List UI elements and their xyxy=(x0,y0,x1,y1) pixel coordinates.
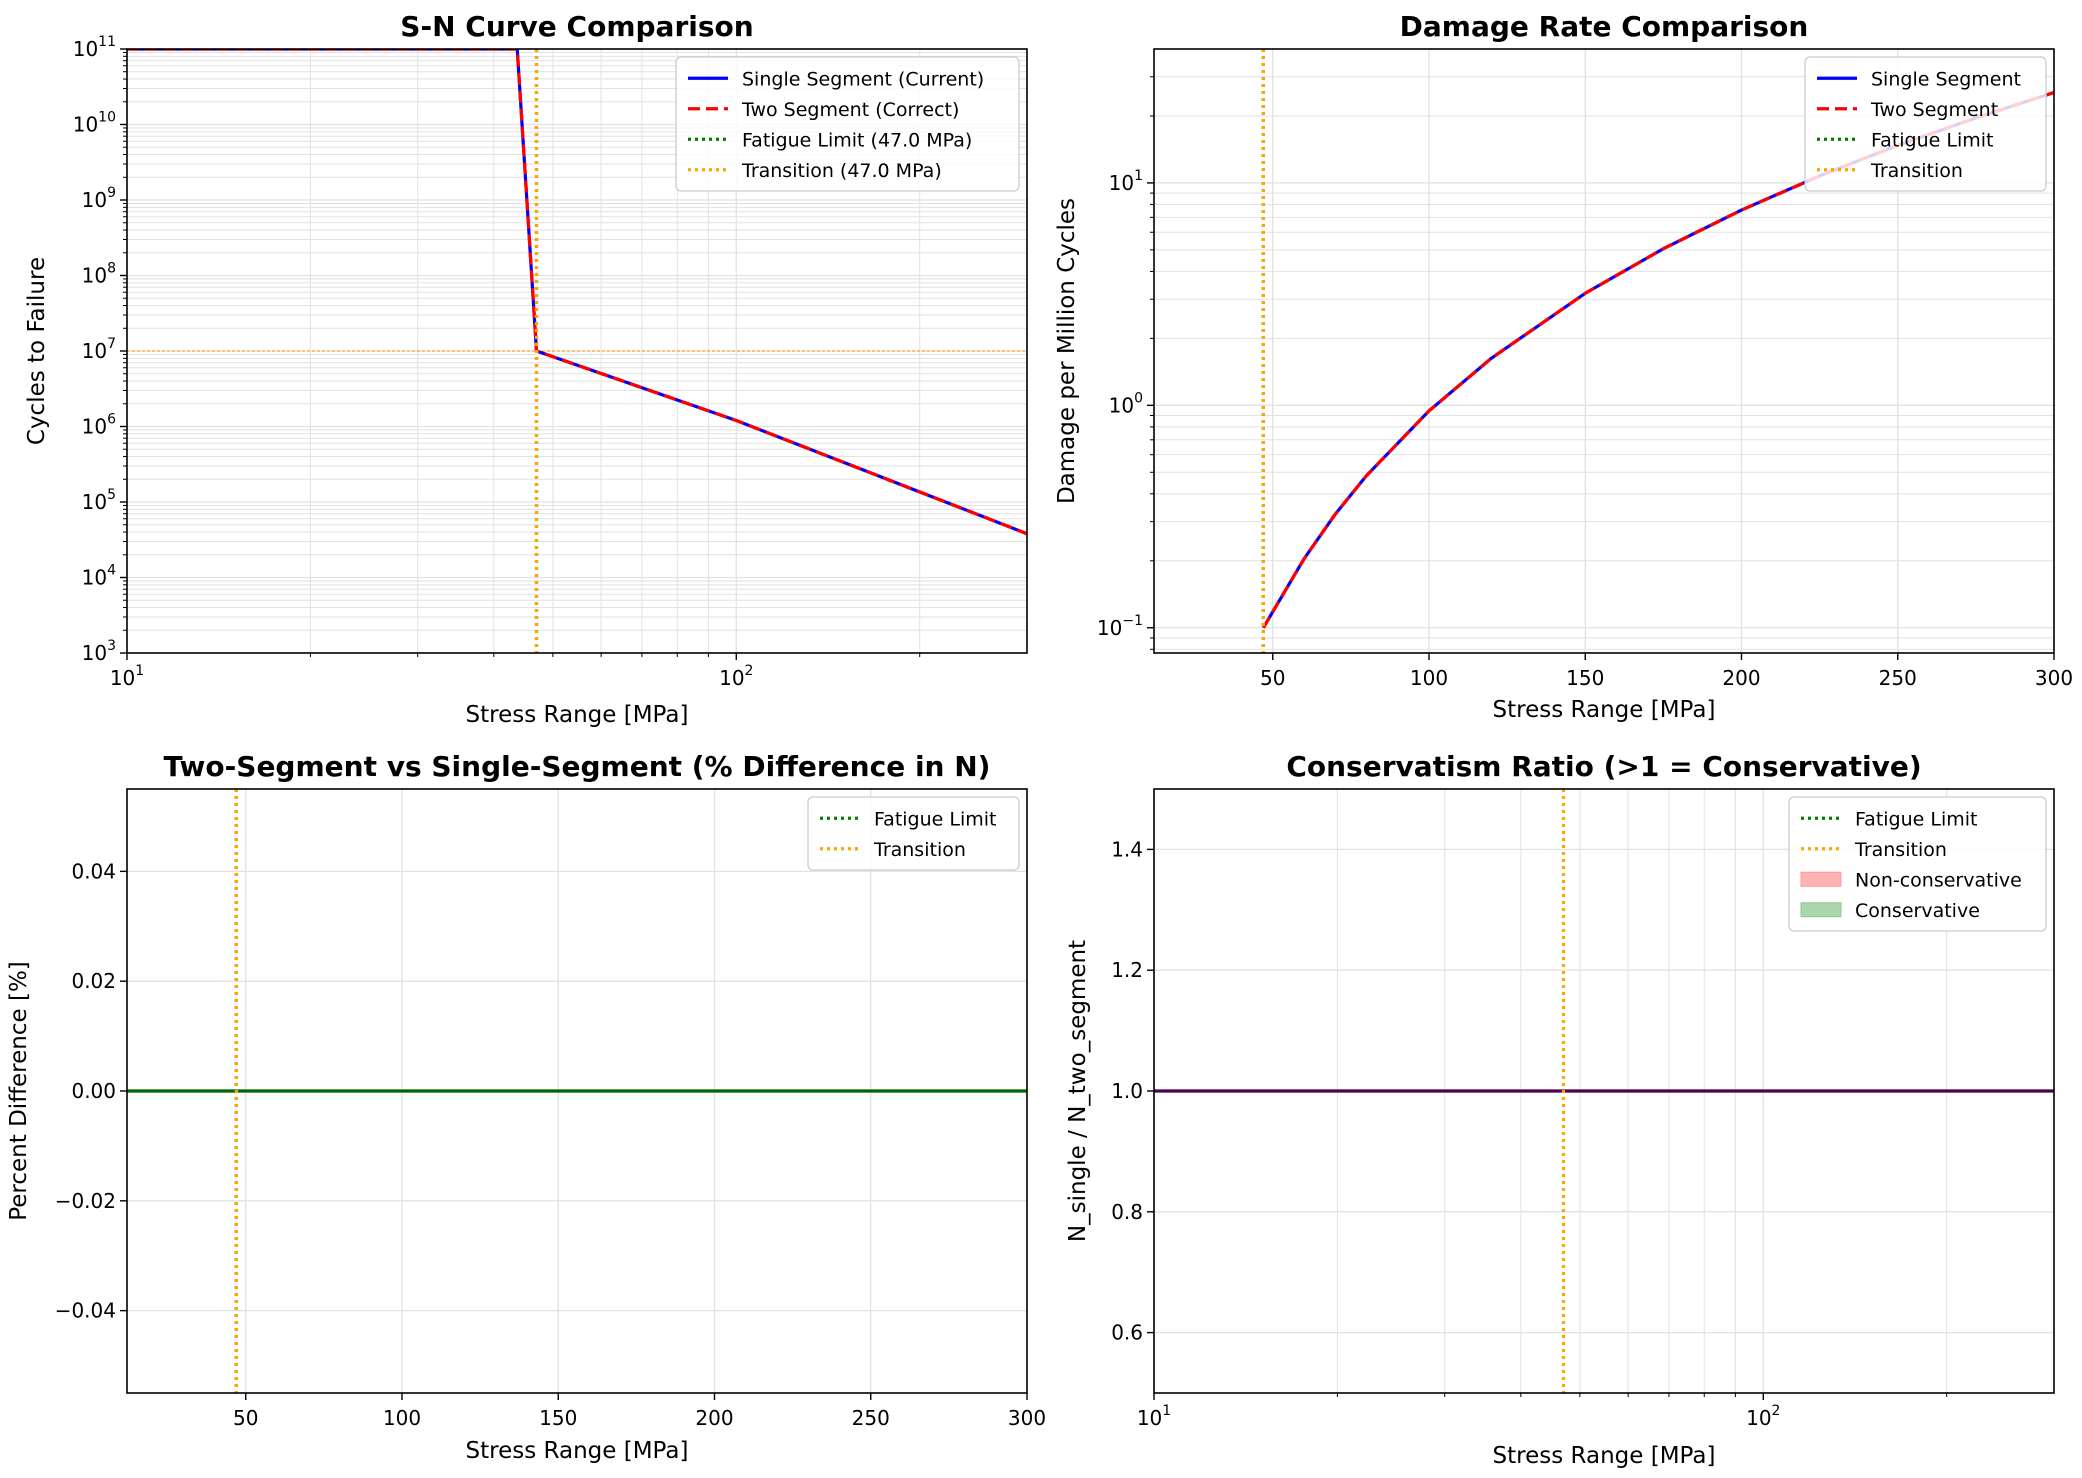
x-tick-label: 100 xyxy=(1410,666,1448,690)
x-tick-label: 50 xyxy=(233,1406,258,1430)
y-tick-label: 100 xyxy=(1109,390,1143,417)
legend-label: Two Segment (Correct) xyxy=(741,99,959,121)
legend-item: Transition xyxy=(1817,160,1963,182)
y-axis-label: Percent Difference [%] xyxy=(6,961,32,1221)
legend-label: Two Segment xyxy=(1870,99,1998,121)
chart-title: Damage Rate Comparison xyxy=(1400,10,1809,43)
chart-panel-1: 101 102 103 104 105 106 107 108 109 1010 1011 S-N C… xyxy=(24,10,1028,728)
x-tick-label: 102 xyxy=(1746,1403,1780,1430)
y-tick-label: 0.00 xyxy=(71,1079,116,1103)
legend-item: Fatigue Limit (47.0 MPa) xyxy=(688,129,972,151)
y-axis-label: Damage per Million Cycles xyxy=(1054,198,1080,504)
grid xyxy=(127,49,1027,653)
legend-label: Transition xyxy=(1870,160,1963,182)
legend-label: Conservative xyxy=(1855,900,1980,922)
legend-item: Transition (47.0 MPa) xyxy=(688,160,942,182)
legend-item: Fatigue Limit xyxy=(1801,808,1978,830)
y-tick-label: 0.04 xyxy=(71,859,116,883)
y-tick-label: 1.0 xyxy=(1111,1079,1143,1103)
y-tick-label: 108 xyxy=(82,261,116,288)
y-tick-label: 1010 xyxy=(73,110,116,137)
legend-item: Transition xyxy=(1801,839,1947,861)
x-tick-label: 101 xyxy=(1137,1403,1171,1430)
x-tick-label: 150 xyxy=(539,1406,577,1430)
y-tick-label: −0.04 xyxy=(55,1299,116,1323)
legend-label: Transition (47.0 MPa) xyxy=(741,160,942,182)
chart-panel-2: 50 100 150 200 250 300 10−1 100 101 Damage Rate C… xyxy=(1054,10,2073,723)
y-axis-label: N_single / N_two_segment xyxy=(1065,940,1091,1242)
x-tick-label: 250 xyxy=(1879,666,1917,690)
chart-panel-3: 50 100 150 200 250 300 −0.04 −0.02 0.00 0.02 0.04 T… xyxy=(6,750,1046,1464)
x-tick-label: 300 xyxy=(2035,666,2073,690)
x-axis-label: Stress Range [MPa] xyxy=(466,1438,689,1464)
y-tick-label: 1.2 xyxy=(1111,958,1143,982)
legend-item: Two Segment xyxy=(1817,99,1998,121)
y-tick-label: 104 xyxy=(82,563,116,590)
x-axis-label: Stress Range [MPa] xyxy=(1493,1443,1716,1469)
legend-label: Fatigue Limit xyxy=(1871,129,1994,151)
x-tick-label: 50 xyxy=(1260,666,1285,690)
legend-label: Single Segment xyxy=(1871,68,2021,90)
legend: Fatigue Limit Transition xyxy=(807,796,1020,871)
x-tick-label: 250 xyxy=(852,1406,890,1430)
chart-title: Conservatism Ratio (>1 = Conservative) xyxy=(1286,750,1921,783)
y-tick-label: 106 xyxy=(82,412,116,439)
axes-frame xyxy=(1153,48,2055,654)
legend-swatch xyxy=(1800,902,1842,918)
legend-item: Non-conservative xyxy=(1800,869,2022,891)
legend-label: Transition xyxy=(1854,839,1947,861)
legend: Single Segment (Current) Two Segment (Cor… xyxy=(675,56,1020,192)
legend-item: Conservative xyxy=(1800,900,1980,922)
chart-title: S-N Curve Comparison xyxy=(400,10,753,43)
legend-item: Single Segment xyxy=(1817,68,2021,90)
x-tick-label: 100 xyxy=(383,1406,421,1430)
legend: Single Segment Two Segment Fatigue Limit Tr… xyxy=(1804,56,2047,192)
x-axis-label: Stress Range [MPa] xyxy=(466,702,689,728)
legend-swatch xyxy=(1800,871,1842,887)
y-tick-label: 105 xyxy=(82,487,116,514)
y-tick-label: 109 xyxy=(82,185,116,212)
legend-label: Transition xyxy=(873,839,966,861)
y-tick-label: 107 xyxy=(82,336,116,363)
x-axis-label: Stress Range [MPa] xyxy=(1493,697,1716,723)
y-axis-label: Cycles to Failure xyxy=(24,257,50,445)
legend-item: Two Segment (Correct) xyxy=(688,99,959,121)
legend-item: Fatigue Limit xyxy=(1817,129,1994,151)
y-tick-label: 1011 xyxy=(73,34,116,61)
x-tick-label: 300 xyxy=(1008,1406,1046,1430)
chart-panel-4: 101 102 0.6 0.8 1.0 1.2 1.4 Conservatism Ratio … xyxy=(1065,750,2055,1469)
x-tick-label: 200 xyxy=(1722,666,1760,690)
y-tick-label: 0.8 xyxy=(1111,1200,1143,1224)
x-tick-label: 150 xyxy=(1566,666,1604,690)
y-tick-label: 103 xyxy=(82,638,116,665)
legend-item: Fatigue Limit xyxy=(820,808,997,830)
y-tick-label: 1.4 xyxy=(1111,837,1143,861)
chart-title: Two-Segment vs Single-Segment (% Differe… xyxy=(164,750,991,783)
legend-label: Fatigue Limit xyxy=(874,808,997,830)
y-tick-label: 10−1 xyxy=(1097,613,1143,640)
legend-label: Fatigue Limit (47.0 MPa) xyxy=(742,129,972,151)
y-tick-label: 0.6 xyxy=(1111,1321,1143,1345)
legend-item: Transition xyxy=(820,839,966,861)
y-tick-label: 101 xyxy=(1109,168,1143,195)
legend-label: Non-conservative xyxy=(1855,869,2022,891)
legend: Fatigue Limit Transition Non-conservative C… xyxy=(1788,796,2047,932)
x-tick-label: 200 xyxy=(695,1406,733,1430)
legend-label: Single Segment (Current) xyxy=(742,68,984,90)
legend-item: Single Segment (Current) xyxy=(688,68,984,90)
legend-label: Fatigue Limit xyxy=(1855,808,1978,830)
y-tick-label: −0.02 xyxy=(55,1189,116,1213)
y-tick-label: 0.02 xyxy=(71,969,116,993)
x-tick-label: 102 xyxy=(719,663,753,690)
x-tick-label: 101 xyxy=(110,663,144,690)
grid xyxy=(1154,49,2054,653)
